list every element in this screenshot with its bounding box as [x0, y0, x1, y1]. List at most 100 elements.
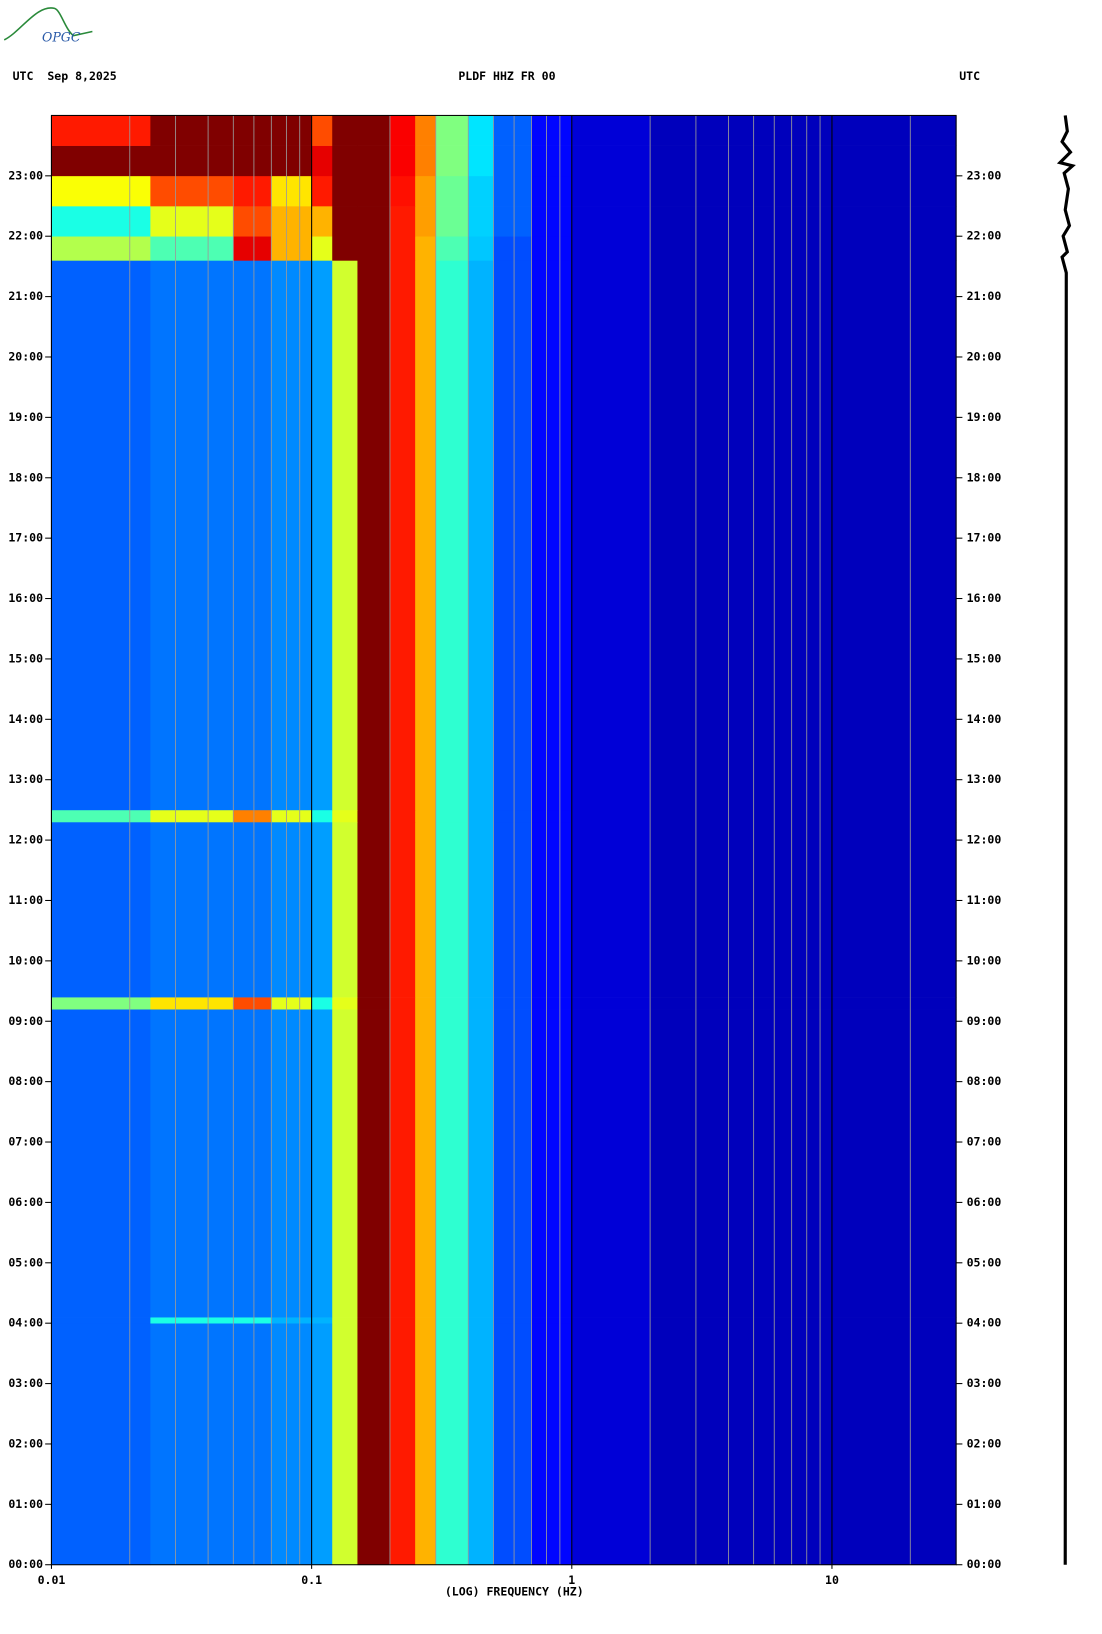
cell [332, 175, 358, 207]
y-tick-label: 20:00 [8, 349, 43, 363]
cell [271, 236, 313, 261]
cell [150, 206, 234, 237]
cell [357, 145, 391, 177]
cell [332, 821, 358, 998]
cell [571, 115, 651, 146]
y-tick-label-right: 23:00 [967, 168, 1002, 182]
cell [571, 145, 651, 177]
y-tick-label-right: 06:00 [967, 1195, 1002, 1209]
cell [357, 260, 391, 811]
cell [271, 145, 313, 177]
cell [415, 145, 437, 177]
cell [531, 1009, 573, 1318]
cell [332, 260, 358, 811]
cell [271, 1323, 313, 1566]
cell [311, 1009, 333, 1318]
cell [233, 1317, 272, 1324]
cell [271, 821, 313, 998]
y-tick-label: 21:00 [8, 289, 43, 303]
cell [650, 821, 957, 998]
cell [389, 821, 416, 998]
y-tick-label-right: 13:00 [967, 772, 1002, 786]
y-tick-label-right: 14:00 [967, 712, 1002, 726]
x-axis-label: (LOG) FREQUENCY (HZ) [445, 1585, 584, 1599]
y-tick-label: 05:00 [8, 1255, 43, 1269]
cell [389, 1323, 416, 1566]
cell [332, 1009, 358, 1318]
cell [51, 236, 151, 261]
y-tick-label-right: 08:00 [967, 1074, 1002, 1088]
cell [51, 809, 151, 823]
y-tick-label: 12:00 [8, 833, 43, 847]
cell [435, 1323, 469, 1566]
logo: OPGC [42, 29, 81, 44]
seismogram [1056, 115, 1076, 1565]
cell [493, 1317, 533, 1324]
cell [531, 821, 573, 998]
cell [571, 1317, 651, 1324]
cell [531, 206, 573, 237]
cell [435, 206, 469, 237]
axes: 0.01 0.1 1 10 00:00 00:00 01:00 01:00 02:00 02:00… [8, 114, 1002, 1587]
cell [389, 206, 416, 237]
cell [389, 115, 416, 146]
cell [531, 236, 573, 261]
cell [493, 1323, 533, 1566]
cell [389, 260, 416, 811]
cell [311, 809, 333, 823]
cell [389, 997, 416, 1010]
cell [571, 821, 651, 998]
cell [233, 145, 272, 177]
y-tick-label-right: 12:00 [967, 833, 1002, 847]
cell [357, 1323, 391, 1566]
cell [389, 809, 416, 823]
cell [150, 809, 234, 823]
cell [233, 809, 272, 823]
cell [311, 1317, 333, 1324]
logo-mark [3, 7, 93, 41]
y-tick-label: 00:00 [8, 1557, 43, 1571]
cell [531, 1317, 573, 1324]
cell [531, 145, 573, 177]
cell [415, 260, 437, 811]
cell [51, 1323, 151, 1566]
cell [468, 115, 494, 146]
cell [531, 1323, 573, 1566]
cell [51, 145, 151, 177]
cell [493, 997, 533, 1010]
cell [650, 260, 957, 811]
cell [271, 997, 313, 1010]
cell [357, 1317, 391, 1324]
cell [233, 260, 272, 811]
cell [650, 115, 957, 146]
cell [357, 821, 391, 998]
cell [271, 260, 313, 811]
cell [357, 115, 391, 146]
cell [435, 809, 469, 823]
cell [650, 145, 957, 177]
cell [150, 1317, 234, 1324]
cell [233, 236, 272, 261]
cell [389, 236, 416, 261]
cell [468, 236, 494, 261]
cell [468, 809, 494, 823]
x-tick-label: 10 [825, 1573, 839, 1587]
cell [415, 1009, 437, 1318]
y-tick-label-right: 17:00 [967, 531, 1002, 545]
y-tick-label-right: 18:00 [967, 470, 1002, 484]
y-tick-label: 02:00 [8, 1436, 43, 1450]
y-tick-label: 07:00 [8, 1135, 43, 1149]
cell [531, 260, 573, 811]
chart-title: PLDF HHZ FR 00 [458, 69, 555, 83]
cell [415, 175, 437, 207]
cell [435, 115, 469, 146]
cell [531, 175, 573, 207]
cell [415, 115, 437, 146]
cell [150, 997, 234, 1010]
x-tick-label: 1 [568, 1573, 575, 1587]
cell [271, 206, 313, 237]
cell [571, 997, 651, 1010]
y-tick-label: 15:00 [8, 651, 43, 665]
cell [332, 236, 358, 261]
